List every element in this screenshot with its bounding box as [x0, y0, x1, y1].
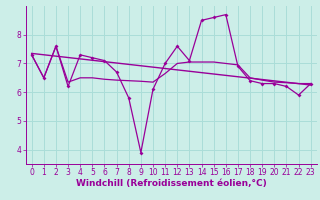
- X-axis label: Windchill (Refroidissement éolien,°C): Windchill (Refroidissement éolien,°C): [76, 179, 267, 188]
